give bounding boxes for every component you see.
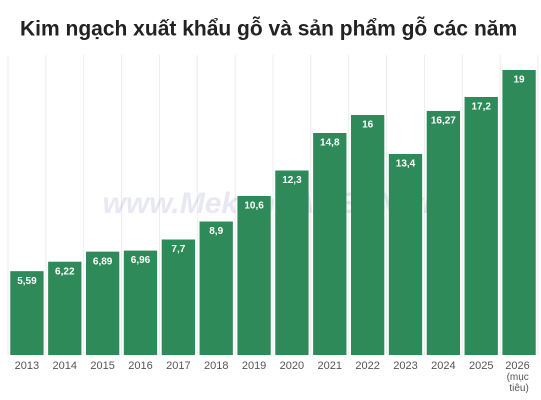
x-tick-label: 2013 bbox=[15, 360, 39, 372]
bar bbox=[502, 70, 536, 355]
value-label: 6,22 bbox=[55, 266, 75, 277]
bar bbox=[313, 133, 347, 355]
value-label: 16,27 bbox=[431, 116, 456, 127]
x-tick-label: 2016 bbox=[128, 360, 152, 372]
x-tick-label: 2020 bbox=[280, 360, 304, 372]
x-tick-label: 2023 bbox=[393, 360, 417, 372]
x-tick-label: 2025 bbox=[469, 360, 493, 372]
value-label: 12,3 bbox=[282, 175, 302, 186]
x-tick-label: 2014 bbox=[53, 360, 77, 372]
bar bbox=[426, 110, 461, 355]
bar bbox=[123, 250, 158, 355]
value-label: 8,9 bbox=[209, 226, 223, 237]
value-label: 14,8 bbox=[320, 138, 340, 149]
value-label: 19 bbox=[514, 75, 526, 86]
value-label: 13,4 bbox=[396, 159, 416, 170]
value-label: 6,96 bbox=[131, 255, 151, 266]
x-tick-label: 2018 bbox=[204, 360, 228, 372]
bar bbox=[464, 97, 498, 355]
value-label: 17,2 bbox=[471, 102, 491, 113]
chart-title: Kim ngạch xuất khẩu gỗ và sản phẩm gỗ cá… bbox=[20, 17, 517, 41]
bar bbox=[161, 239, 196, 355]
x-tick-label: 2015 bbox=[90, 360, 114, 372]
watermark: www.MekongASEAN.vn bbox=[103, 187, 442, 220]
x-tick-label: 2019 bbox=[242, 360, 266, 372]
x-tick-label: 2026 (mục tiêu) bbox=[505, 360, 533, 394]
bar bbox=[350, 115, 385, 355]
x-tick-label: 2022 bbox=[355, 360, 379, 372]
x-tick-label: 2024 bbox=[431, 360, 455, 372]
value-label: 16 bbox=[362, 120, 374, 131]
bar bbox=[48, 261, 82, 355]
bar bbox=[85, 251, 120, 355]
bar bbox=[199, 221, 233, 355]
bar bbox=[237, 196, 271, 355]
x-tick-label: 2021 bbox=[318, 360, 342, 372]
value-label: 5,59 bbox=[17, 276, 37, 287]
bar bbox=[275, 170, 309, 355]
value-label: 6,89 bbox=[93, 256, 113, 267]
bar bbox=[10, 271, 44, 355]
x-tick-label: 2017 bbox=[166, 360, 190, 372]
value-label: 10,6 bbox=[244, 201, 264, 212]
bar bbox=[388, 154, 423, 355]
value-label: 7,7 bbox=[171, 244, 185, 255]
